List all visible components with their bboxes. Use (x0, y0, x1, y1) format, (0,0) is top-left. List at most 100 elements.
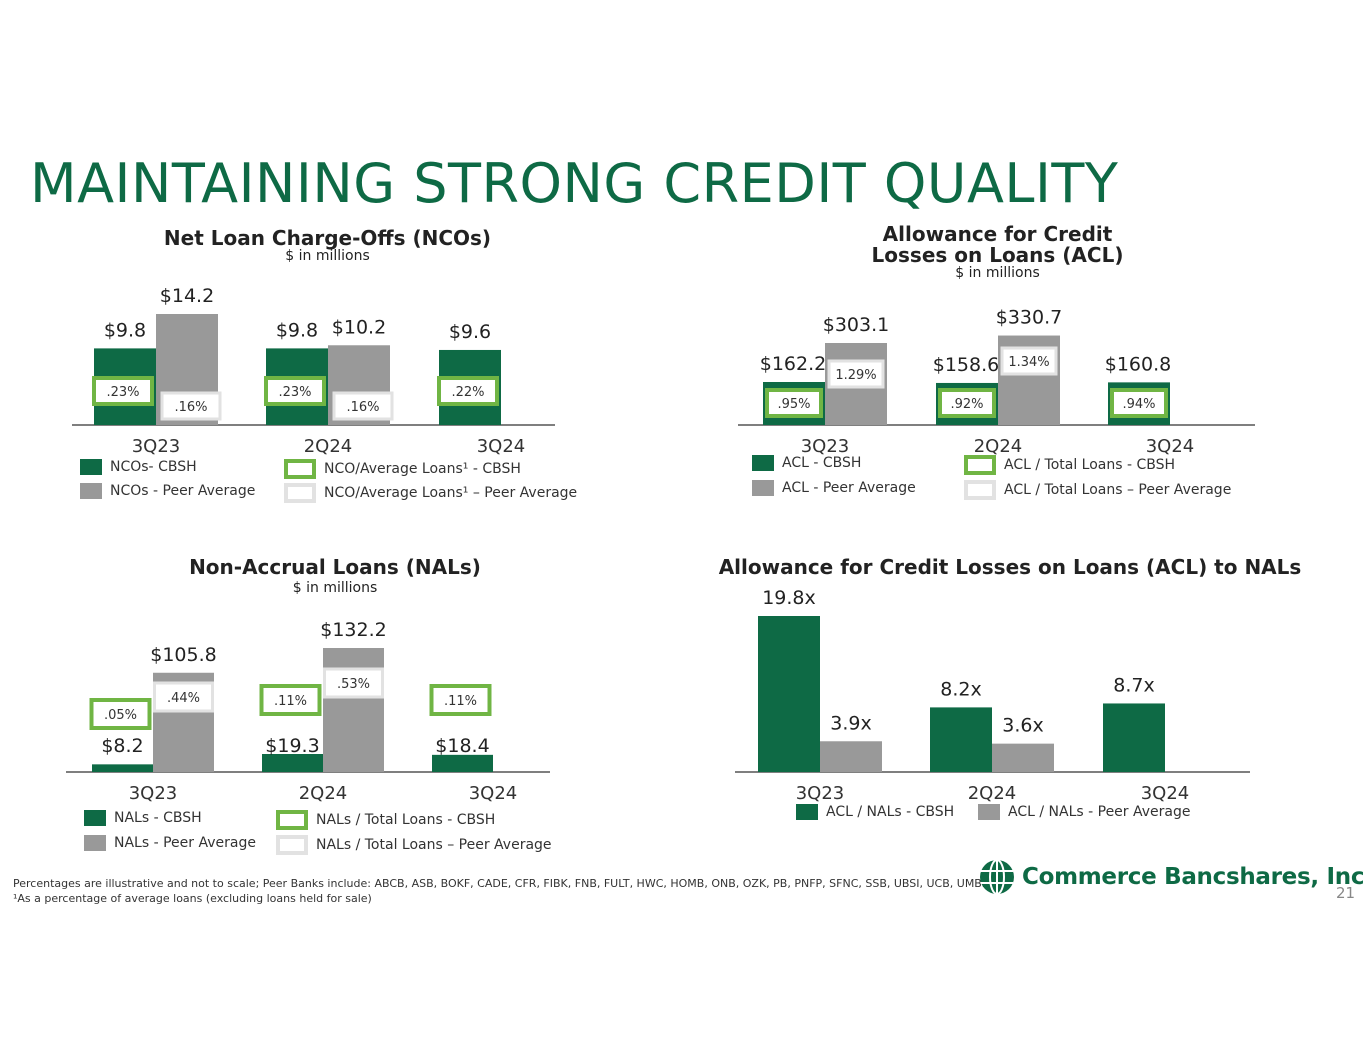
legend-label: ACL / NALs - CBSH (826, 804, 955, 820)
ratio-box-cbsh (437, 376, 499, 406)
bar-peer (820, 741, 882, 772)
ratio-label: .53% (337, 677, 370, 692)
legend-item-acl-ratio-peer: ACL / Total Loans – Peer Average (964, 480, 1231, 500)
page-number: 21 (1336, 884, 1356, 902)
footnote: Percentages are illustrative and not to … (13, 876, 988, 906)
ratio-box-cbsh (938, 388, 996, 418)
legend-item-aclnal-peer: ACL / NALs - Peer Average (978, 804, 1191, 820)
ratio-label: .22% (451, 385, 484, 400)
legend-item-nal-cbsh: NALs - CBSH (84, 810, 202, 826)
ratio-box-cbsh (429, 684, 492, 716)
legend-item-nco-ratio-peer: NCO/Average Loans¹ – Peer Average (284, 483, 577, 503)
x-tick-label: 2Q24 (299, 783, 348, 804)
data-label: $19.3 (265, 735, 319, 757)
data-label: $105.8 (150, 644, 216, 666)
bar-cbsh (262, 754, 323, 772)
ratio-box-peer (160, 391, 222, 421)
bar-cbsh (432, 754, 493, 772)
legend-swatch (964, 480, 996, 500)
legend-label: NCOs- CBSH (110, 459, 197, 475)
legend-label: NALs - Peer Average (114, 835, 256, 851)
data-label: 3.6x (1002, 715, 1043, 737)
legend-label: ACL / Total Loans - CBSH (1004, 457, 1176, 473)
legend-label: NALs / Total Loans - CBSH (316, 812, 496, 828)
data-label: $18.4 (435, 735, 489, 757)
page-title: MAINTAINING STRONG CREDIT QUALITY (30, 152, 1119, 215)
data-label: $330.7 (996, 307, 1062, 329)
legend-item-acl-ratio-cbsh: ACL / Total Loans - CBSH (964, 455, 1175, 475)
legend-swatch (964, 455, 996, 475)
x-tick-label: 2Q24 (974, 436, 1023, 457)
logo-text: Commerce Bancshares, Inc. (1022, 864, 1365, 890)
legend-item-nal-peer: NALs - Peer Average (84, 835, 256, 851)
legend-swatch (84, 810, 106, 826)
legend-swatch (276, 835, 308, 855)
ratio-box-cbsh (259, 684, 322, 716)
x-tick-label: 3Q23 (796, 783, 845, 804)
nco-chart-title: Net Loan Charge-Offs (NCOs) (163, 226, 492, 250)
ratio-box-peer (323, 667, 384, 699)
acl-chart-title-line2: Losses on Loans (ACL) (871, 243, 1124, 267)
data-label: 8.2x (940, 678, 981, 700)
ratio-box-peer (1000, 346, 1058, 376)
x-tick-label: 3Q24 (1141, 783, 1190, 804)
bar-cbsh (1103, 703, 1165, 772)
legend-label: ACL / Total Loans – Peer Average (1004, 482, 1232, 498)
x-tick-label: 3Q23 (129, 783, 178, 804)
ratio-box-cbsh (264, 376, 326, 406)
ratio-label: .94% (1122, 397, 1155, 412)
x-tick-label: 2Q24 (968, 783, 1017, 804)
company-logo: Commerce Bancshares, Inc. (978, 858, 1365, 896)
data-label: $132.2 (320, 619, 386, 641)
legend-label: NALs / Total Loans – Peer Average (316, 837, 552, 853)
bar-cbsh (758, 616, 820, 772)
legend-swatch (80, 459, 102, 475)
x-tick-label: 2Q24 (304, 436, 353, 457)
ratio-box-cbsh (89, 698, 152, 730)
x-tick-label: 3Q24 (1146, 436, 1195, 457)
bar-cbsh (930, 707, 992, 772)
ratio-label: .23% (106, 385, 139, 400)
legend-swatch (276, 810, 308, 830)
legend-label: NCO/Average Loans¹ - CBSH (324, 461, 521, 477)
footnote-average-loans: ¹As a percentage of average loans (exclu… (13, 892, 372, 905)
data-label: $162.2 (760, 353, 826, 375)
data-label: $9.8 (276, 319, 318, 341)
legend-swatch (80, 483, 102, 499)
legend-swatch (978, 804, 1000, 820)
ratio-label: .92% (950, 397, 983, 412)
ratio-label: 1.29% (835, 368, 876, 383)
legend-swatch (752, 455, 774, 471)
bar-cbsh (92, 764, 153, 772)
acl-chart-subtitle: $ in millions (955, 265, 1040, 281)
legend-item-nco-peer: NCOs - Peer Average (80, 483, 255, 499)
legend-label: NCO/Average Loans¹ – Peer Average (324, 485, 578, 501)
legend-item-acl-peer: ACL - Peer Average (752, 480, 916, 496)
ratio-box-peer (827, 359, 885, 389)
legend-label: ACL - Peer Average (782, 480, 916, 496)
legend-item-nal-ratio-cbsh: NALs / Total Loans - CBSH (276, 810, 495, 830)
data-label: $8.2 (101, 735, 143, 757)
data-label: $303.1 (823, 314, 889, 336)
ratio-label: .95% (777, 397, 810, 412)
nal-chart-title: Non-Accrual Loans (NALs) (189, 555, 481, 579)
ratio-box-peer (153, 681, 214, 713)
legend-label: ACL - CBSH (782, 455, 862, 471)
data-label: $14.2 (160, 285, 214, 307)
legend-item-nal-ratio-peer: NALs / Total Loans – Peer Average (276, 835, 552, 855)
legend-swatch (752, 480, 774, 496)
data-label: 19.8x (762, 587, 816, 609)
x-tick-label: 3Q24 (477, 436, 526, 457)
ratio-label: .23% (278, 385, 311, 400)
legend-item-nco-ratio-cbsh: NCO/Average Loans¹ - CBSH (284, 459, 521, 479)
ratio-label: .44% (167, 691, 200, 706)
legend-item-acl-cbsh: ACL - CBSH (752, 455, 861, 471)
legend-label: NALs - CBSH (114, 810, 202, 826)
legend-label: NCOs - Peer Average (110, 483, 256, 499)
globe-icon (980, 859, 1014, 895)
legend-item-aclnal-cbsh: ACL / NALs - CBSH (796, 804, 954, 820)
legend-swatch (284, 483, 316, 503)
